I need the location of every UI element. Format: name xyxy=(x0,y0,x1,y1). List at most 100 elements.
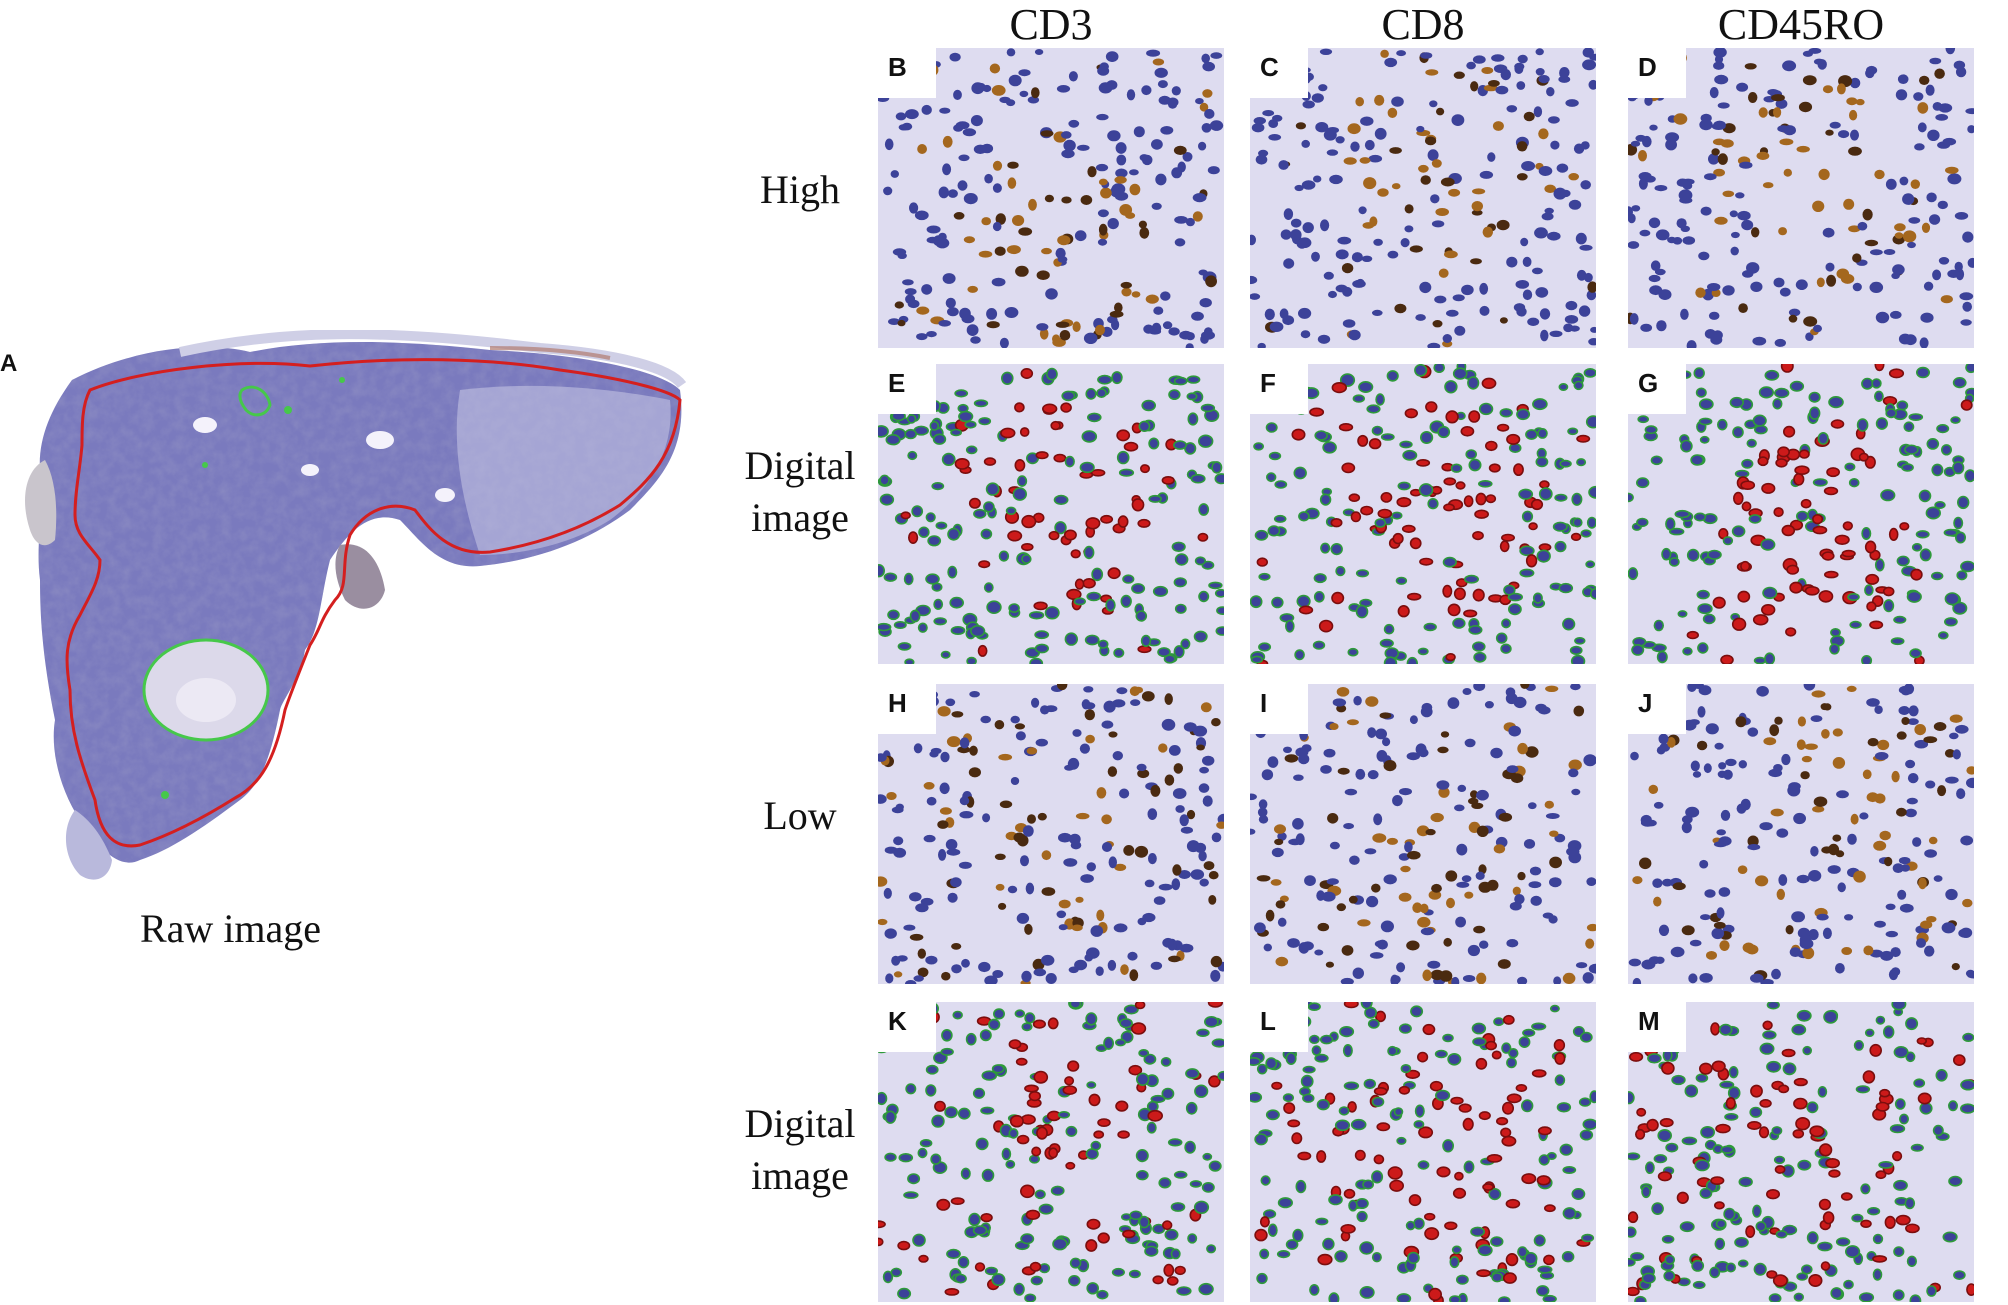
positive-cell xyxy=(1966,766,1974,775)
negative-cell xyxy=(1569,645,1583,656)
negative-cell xyxy=(1892,1289,1905,1301)
negative-cell xyxy=(1506,1057,1517,1069)
positive-cell xyxy=(1720,654,1734,664)
negative-cell xyxy=(1797,1159,1812,1171)
negative-cell xyxy=(878,1091,888,1106)
negative-cell xyxy=(1883,599,1895,613)
negative-cell xyxy=(1192,193,1207,203)
positive-cell xyxy=(1891,770,1900,783)
negative-cell xyxy=(1456,843,1468,856)
negative-cell xyxy=(1267,525,1281,537)
negative-cell xyxy=(1648,274,1661,283)
negative-cell xyxy=(1170,1202,1186,1212)
negative-cell xyxy=(1141,154,1153,166)
positive-cell xyxy=(1407,592,1422,601)
negative-cell xyxy=(1442,334,1452,343)
negative-cell xyxy=(1284,619,1295,633)
positive-cell xyxy=(1902,230,1917,243)
positive-cell xyxy=(1470,258,1482,265)
positive-cell xyxy=(1360,505,1374,516)
positive-cell xyxy=(1802,75,1817,86)
negative-cell xyxy=(1680,439,1693,453)
negative-cell xyxy=(1522,256,1532,267)
negative-cell xyxy=(1847,833,1857,845)
positive-cell xyxy=(1928,836,1938,845)
negative-cell xyxy=(1209,120,1224,131)
positive-cell xyxy=(1031,1146,1042,1157)
positive-cell xyxy=(1775,458,1788,468)
negative-cell xyxy=(1628,1152,1641,1161)
positive-cell xyxy=(1295,122,1306,130)
negative-cell xyxy=(935,237,950,249)
positive-cell xyxy=(1837,83,1846,95)
negative-cell xyxy=(1730,246,1739,256)
positive-cell xyxy=(878,1237,884,1247)
negative-cell xyxy=(951,964,962,974)
negative-cell xyxy=(1328,290,1337,299)
positive-cell xyxy=(1553,1038,1566,1052)
negative-cell xyxy=(1130,699,1141,706)
negative-cell xyxy=(972,1087,986,1099)
positive-cell xyxy=(1513,463,1524,476)
negative-cell xyxy=(1902,193,1915,205)
negative-cell xyxy=(1699,119,1713,131)
negative-cell xyxy=(930,1153,942,1165)
negative-cell xyxy=(907,450,918,461)
negative-cell xyxy=(1562,1207,1577,1220)
positive-cell xyxy=(1715,1123,1731,1134)
negative-cell xyxy=(1891,1002,1907,1011)
positive-cell xyxy=(900,511,911,520)
negative-cell xyxy=(1335,249,1349,260)
negative-cell xyxy=(1628,1226,1637,1238)
negative-cell xyxy=(1704,173,1717,181)
positive-cell xyxy=(1207,1002,1223,1008)
negative-cell xyxy=(1698,251,1710,261)
negative-cell xyxy=(1813,324,1822,333)
negative-cell xyxy=(1302,1093,1315,1103)
negative-cell xyxy=(898,1153,914,1163)
negative-cell xyxy=(1684,1084,1699,1098)
negative-cell xyxy=(1216,606,1224,615)
negative-cell xyxy=(1648,217,1661,229)
negative-cell xyxy=(1697,642,1709,654)
positive-cell xyxy=(1635,1128,1646,1140)
positive-cell xyxy=(1041,887,1056,896)
negative-cell xyxy=(1708,153,1720,165)
positive-cell xyxy=(1032,1019,1046,1029)
negative-cell xyxy=(1064,632,1079,646)
positive-cell xyxy=(1632,876,1643,885)
negative-cell xyxy=(984,975,998,984)
negative-cell xyxy=(947,527,961,541)
negative-cell xyxy=(1756,686,1769,697)
negative-cell xyxy=(1064,455,1075,468)
negative-cell xyxy=(1919,337,1929,348)
negative-cell xyxy=(1904,1197,1916,1210)
negative-cell xyxy=(1559,1143,1573,1156)
negative-cell xyxy=(1462,688,1472,695)
negative-cell xyxy=(1063,858,1078,867)
positive-cell xyxy=(1896,731,1907,740)
negative-cell xyxy=(1258,799,1268,810)
negative-cell xyxy=(1837,882,1846,893)
positive-cell xyxy=(1517,871,1526,881)
negative-cell xyxy=(1466,61,1476,70)
negative-cell xyxy=(945,698,956,707)
raw-image-caption: Raw image xyxy=(140,906,322,951)
negative-cell xyxy=(903,1191,919,1199)
negative-cell xyxy=(1549,1004,1560,1013)
positive-cell xyxy=(1039,328,1049,340)
negative-cell xyxy=(1451,114,1465,126)
negative-cell xyxy=(1272,114,1283,122)
negative-cell xyxy=(1015,731,1026,741)
negative-cell xyxy=(1573,143,1585,154)
exclusion-outline-small xyxy=(238,385,272,417)
positive-cell xyxy=(969,745,978,756)
negative-cell xyxy=(1253,117,1266,125)
negative-cell xyxy=(1641,1185,1651,1199)
micrograph-image xyxy=(1250,48,1596,348)
negative-cell xyxy=(1173,577,1187,588)
negative-cell xyxy=(998,550,1010,562)
positive-cell xyxy=(1419,557,1434,566)
positive-cell xyxy=(1021,514,1037,529)
negative-cell xyxy=(1875,311,1890,324)
